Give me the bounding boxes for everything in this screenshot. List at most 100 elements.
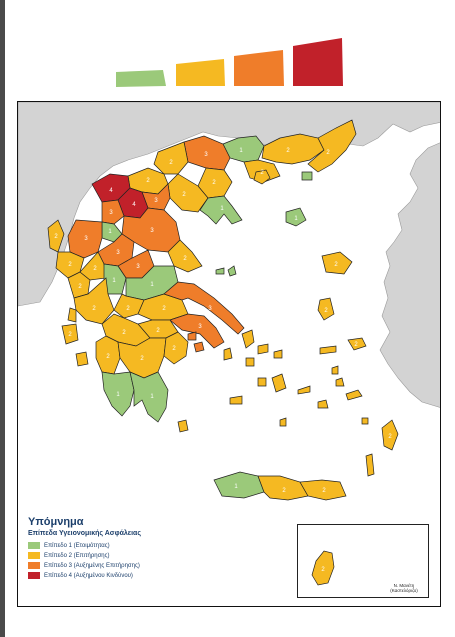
- legend-item-level-3: Επίπεδο 3 (Αυξημένης Επιτήρησης): [28, 561, 288, 571]
- island-crete-west: [213, 471, 265, 499]
- region-ilia: [95, 335, 121, 375]
- island-limnos: [285, 207, 307, 227]
- region-level-label: 3: [136, 264, 140, 270]
- region-level-label: 2: [68, 332, 72, 338]
- region-level-label: 2: [282, 488, 286, 494]
- island-mykonos: [273, 349, 283, 359]
- legend-label: Επίπεδο 4 (Αυξημένου Κινδύνου): [44, 572, 133, 579]
- region-rodopi: [222, 135, 265, 163]
- region-level-label: 2: [354, 342, 358, 348]
- island-skiathos: [215, 267, 225, 275]
- island-paros: [257, 377, 267, 387]
- level-2-bar: [176, 59, 225, 86]
- region-argolida: [163, 331, 189, 365]
- region-level-label: 2: [146, 178, 150, 184]
- island-tilos: [361, 417, 369, 425]
- island-aigina: [193, 341, 205, 353]
- region-ioannina: [67, 219, 103, 259]
- region-level-label: 2: [334, 262, 338, 268]
- region-level-label: 2: [172, 346, 176, 352]
- greece-map: 1 2 2 2 3 2 2 2 1 2 3 4 4 3 1 3 3 2 3 3 …: [18, 102, 440, 501]
- inset-island: 2: [311, 550, 335, 586]
- region-level-label: 2: [156, 328, 160, 334]
- region-level-label: 2: [92, 306, 96, 312]
- island-leros: [331, 365, 339, 375]
- alert-level-bars: [116, 38, 343, 87]
- inset-level-label: 2: [321, 567, 325, 573]
- island-kerkyra: [47, 219, 65, 253]
- islands: [47, 169, 399, 501]
- island-naxos: [271, 373, 287, 393]
- region-level-label: 3: [204, 152, 208, 158]
- region-level-label: 2: [322, 488, 326, 494]
- level-1-bar: [116, 70, 166, 87]
- region-evros: [307, 119, 357, 173]
- region-level-label: 3: [109, 210, 113, 216]
- region-level-label: 3: [198, 324, 202, 330]
- region-level-label: 2: [212, 180, 216, 186]
- region-attiki: [169, 313, 225, 349]
- region-level-label: 2: [286, 148, 290, 154]
- island-syros: [245, 357, 255, 367]
- region-level-label: 2: [106, 354, 110, 360]
- region-level-label: 2: [324, 308, 328, 314]
- region-level-label: 2: [126, 306, 130, 312]
- legend-swatch: [28, 552, 40, 560]
- region-level-label: 2: [54, 234, 58, 240]
- region-level-label: 1: [116, 392, 120, 398]
- island-salamina: [187, 331, 197, 341]
- legend-swatch: [28, 542, 40, 550]
- mainland-regions: [55, 119, 357, 423]
- region-level-label: 2: [78, 284, 82, 290]
- island-milos: [229, 395, 243, 405]
- region-level-label: 4: [132, 202, 136, 208]
- region-level-label: 3: [208, 306, 212, 312]
- region-level-label: 2: [169, 160, 173, 166]
- region-level-label: 1: [108, 229, 112, 235]
- island-tinos: [257, 343, 269, 355]
- island-kefalonia: [61, 323, 79, 345]
- region-level-label: 2: [183, 256, 187, 262]
- legend-item-level-4: Επίπεδο 4 (Αυξημένου Κινδύνου): [28, 571, 288, 581]
- region-level-label: 2: [140, 356, 144, 362]
- region-kozani: [101, 199, 125, 225]
- island-thasos: [253, 169, 271, 185]
- region-level-label: 3: [116, 250, 120, 256]
- island-crete-east: [299, 479, 347, 501]
- region-level-label: 4: [109, 188, 113, 194]
- region-level-label: 2: [122, 330, 126, 336]
- legend-subtitle: Επίπεδα Υγειονομικής Ασφάλειας: [28, 530, 141, 537]
- region-level-label: 2: [93, 266, 97, 272]
- region-chalkidiki: [199, 195, 243, 225]
- island-kea: [223, 347, 233, 361]
- turkey-coast: [379, 142, 440, 408]
- island-lesvos: [321, 251, 353, 275]
- legend-label: Επίπεδο 2 (Επιτήρησης): [44, 552, 110, 559]
- map-legend: Υπόμνημα Επίπεδα Υγειονομικής Ασφάλειας …: [28, 516, 288, 581]
- island-rhodos: [381, 419, 399, 451]
- region-level-label: 2: [182, 192, 186, 198]
- region-level-label: 1: [150, 394, 154, 400]
- legend-title: Υπόμνημα: [28, 516, 84, 528]
- level-4-bar: [293, 38, 343, 86]
- region-level-label: 1: [220, 206, 224, 212]
- island-karpathos: [365, 453, 375, 477]
- island-samos: [347, 337, 367, 351]
- island-zakynthos: [75, 351, 89, 367]
- region-kavala: [183, 135, 231, 171]
- region-level-label: 2: [326, 150, 330, 156]
- left-edge-strip: [0, 0, 5, 637]
- island-samothraki: [301, 171, 313, 181]
- level-3-bar: [234, 50, 284, 86]
- island-astypalaia: [317, 399, 329, 409]
- rhodes-inset-map: 2 Ν. Μανέτη (Καστελόριζο): [297, 524, 429, 598]
- region-level-label: 3: [84, 236, 88, 242]
- island-chios: [317, 297, 335, 321]
- legend-item-level-2: Επίπεδο 2 (Επιτήρησης): [28, 551, 288, 561]
- island-lefkada: [67, 307, 77, 323]
- region-level-label: 3: [154, 198, 158, 204]
- region-arkadia: [117, 337, 167, 379]
- region-level-label: 2: [260, 170, 264, 176]
- legend-item-level-1: Επίπεδο 1 (Ετοιμότητας): [28, 541, 288, 551]
- region-level-label: 1: [234, 484, 238, 490]
